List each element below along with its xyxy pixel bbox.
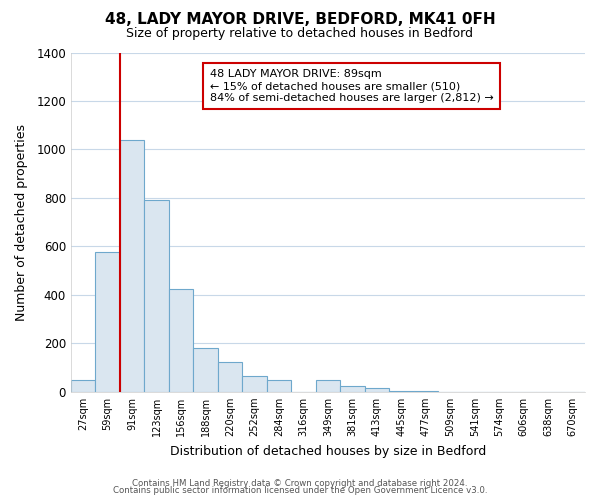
Bar [316, 380, 340, 392]
Bar [145, 200, 169, 392]
Bar [218, 362, 242, 392]
Bar [95, 252, 120, 392]
Text: 48, LADY MAYOR DRIVE, BEDFORD, MK41 0FH: 48, LADY MAYOR DRIVE, BEDFORD, MK41 0FH [104, 12, 496, 28]
Y-axis label: Number of detached properties: Number of detached properties [15, 124, 28, 320]
Bar [71, 380, 95, 392]
Bar [169, 289, 193, 392]
Bar [193, 348, 218, 392]
Bar [365, 388, 389, 392]
Bar [267, 380, 291, 392]
Bar [340, 386, 365, 392]
Text: Contains HM Land Registry data © Crown copyright and database right 2024.: Contains HM Land Registry data © Crown c… [132, 478, 468, 488]
Bar [120, 140, 145, 392]
Bar [413, 390, 438, 392]
Text: Contains public sector information licensed under the Open Government Licence v3: Contains public sector information licen… [113, 486, 487, 495]
Text: 48 LADY MAYOR DRIVE: 89sqm
← 15% of detached houses are smaller (510)
84% of sem: 48 LADY MAYOR DRIVE: 89sqm ← 15% of deta… [210, 70, 493, 102]
Bar [242, 376, 267, 392]
Text: Size of property relative to detached houses in Bedford: Size of property relative to detached ho… [127, 28, 473, 40]
X-axis label: Distribution of detached houses by size in Bedford: Distribution of detached houses by size … [170, 444, 486, 458]
Bar [389, 390, 413, 392]
